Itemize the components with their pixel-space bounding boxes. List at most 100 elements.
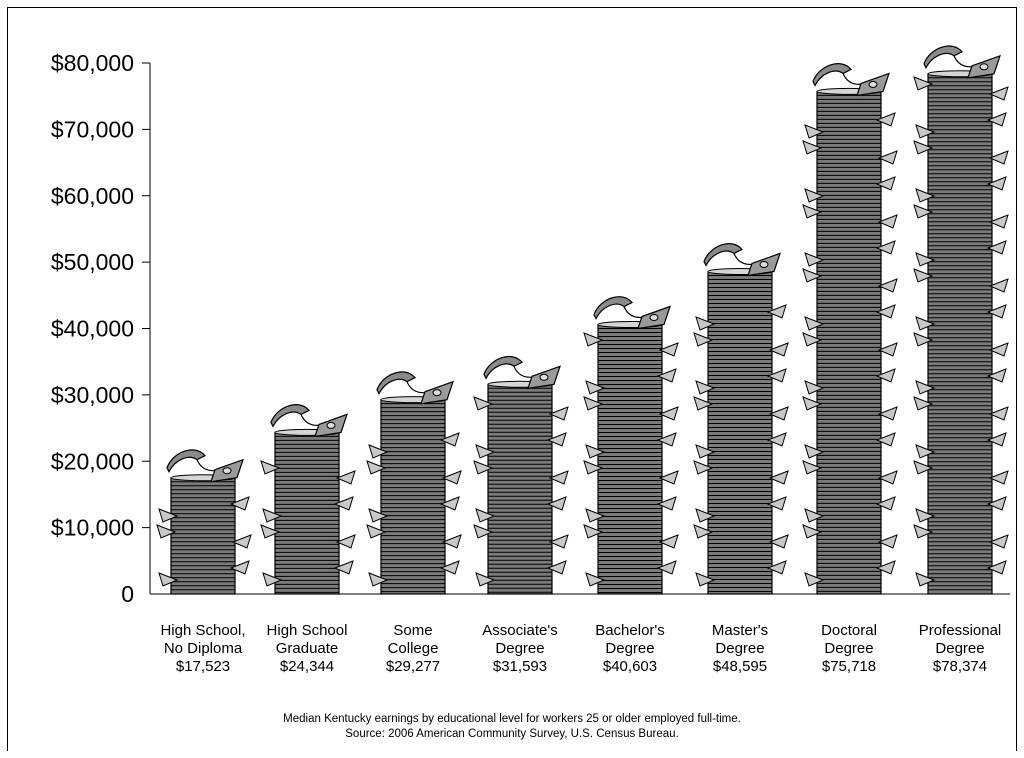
flying-bill-curl — [376, 371, 416, 396]
bill-wedge — [546, 496, 567, 511]
flying-bill — [593, 296, 671, 330]
flying-bill-seal — [539, 373, 549, 381]
bill-wedge — [658, 534, 679, 549]
bill-wedge — [473, 524, 494, 539]
bill-wedge — [441, 470, 462, 485]
bar-money-stack — [260, 404, 356, 595]
bill-wedge — [766, 560, 787, 575]
bill-wedge — [988, 470, 1009, 485]
bill-wedge — [585, 444, 606, 459]
bill-wedge — [913, 460, 934, 475]
bill-wedge — [986, 496, 1007, 511]
bill-wedge — [877, 470, 898, 485]
bill-wedge — [877, 150, 898, 165]
y-tick-label: $40,000 — [51, 316, 134, 342]
bill-wedge — [656, 432, 677, 447]
flying-bill — [376, 371, 454, 405]
bill-wedge — [583, 524, 604, 539]
bill-wedge — [913, 204, 934, 219]
bill-wedge — [915, 380, 936, 395]
bill-wedge — [546, 432, 567, 447]
stack-body — [597, 323, 663, 595]
bill-wedge — [915, 508, 936, 523]
bill-wedge — [915, 316, 936, 331]
bill-wedge — [368, 572, 389, 587]
bill-wedge — [768, 534, 789, 549]
value-label: $24,344 — [280, 658, 334, 675]
flying-bill-curl — [166, 449, 206, 474]
bar-money-stack — [156, 449, 252, 595]
category-label-line: Associate's — [482, 622, 557, 639]
bill-wedge — [583, 460, 604, 475]
bill-wedge — [913, 268, 934, 283]
bill-wedge — [695, 508, 716, 523]
bill-wedge — [913, 396, 934, 411]
bill-wedge — [988, 86, 1009, 101]
bill-wedge — [475, 572, 496, 587]
value-label: $29,277 — [386, 658, 440, 675]
bill-wedge — [986, 112, 1007, 127]
category-label-line: Some — [393, 622, 432, 639]
bill-wedge — [804, 124, 825, 139]
value-label: $48,595 — [713, 658, 767, 675]
bill-wedge — [875, 112, 896, 127]
flying-bill-seal — [326, 421, 336, 429]
bill-wedge — [439, 560, 460, 575]
bill-wedge — [875, 240, 896, 255]
bill-wedge — [988, 406, 1009, 421]
stack-body — [380, 399, 446, 595]
stack-body — [487, 383, 553, 595]
bill-wedge — [804, 380, 825, 395]
bill-wedge — [802, 332, 823, 347]
bill-wedge — [875, 432, 896, 447]
category-label-line: Degree — [715, 640, 764, 657]
bill-wedge — [877, 534, 898, 549]
bill-wedge — [986, 240, 1007, 255]
value-label: $17,523 — [176, 658, 230, 675]
y-tick-label: $50,000 — [51, 249, 134, 275]
bill-wedge — [656, 560, 677, 575]
bill-wedge — [986, 304, 1007, 319]
y-tick-label: $20,000 — [51, 448, 134, 474]
bill-wedge — [915, 188, 936, 203]
caption-line-1: Median Kentucky earnings by educational … — [283, 713, 741, 725]
category-label-line: Degree — [605, 640, 654, 657]
category-label: Professional Degree — [919, 622, 1002, 657]
y-tick-label: 0 — [121, 581, 134, 607]
bill-wedge — [986, 560, 1007, 575]
bill-wedge — [693, 396, 714, 411]
flying-bill-seal — [979, 63, 989, 71]
bill-wedge — [693, 524, 714, 539]
bill-wedge — [766, 368, 787, 383]
bill-wedge — [877, 406, 898, 421]
bill-wedge — [915, 252, 936, 267]
bill-wedge — [658, 470, 679, 485]
bill-wedge — [695, 380, 716, 395]
flying-bill-seal — [868, 80, 878, 88]
bill-wedge — [656, 496, 677, 511]
bill-wedge — [366, 460, 387, 475]
bill-wedge — [546, 560, 567, 575]
bill-wedge — [475, 444, 496, 459]
flying-bill-curl — [270, 404, 310, 428]
bill-wedge — [915, 124, 936, 139]
bill-wedge — [229, 496, 250, 511]
bar-money-stack — [473, 356, 569, 595]
bill-wedge — [583, 332, 604, 347]
category-label: High School Graduate — [267, 622, 348, 657]
bill-wedge — [915, 444, 936, 459]
bill-wedge — [333, 496, 354, 511]
category-label-line: Doctoral — [821, 622, 877, 639]
flying-bill — [812, 63, 890, 97]
bill-wedge — [693, 332, 714, 347]
bill-wedge — [473, 460, 494, 475]
flying-bill-curl — [812, 63, 852, 87]
bill-wedge — [875, 176, 896, 191]
bill-wedge — [802, 460, 823, 475]
category-label: Master's Degree — [712, 622, 768, 657]
bill-wedge — [802, 140, 823, 155]
bill-wedge — [877, 278, 898, 293]
bill-wedge — [368, 444, 389, 459]
category-label-line: Professional — [919, 622, 1002, 639]
